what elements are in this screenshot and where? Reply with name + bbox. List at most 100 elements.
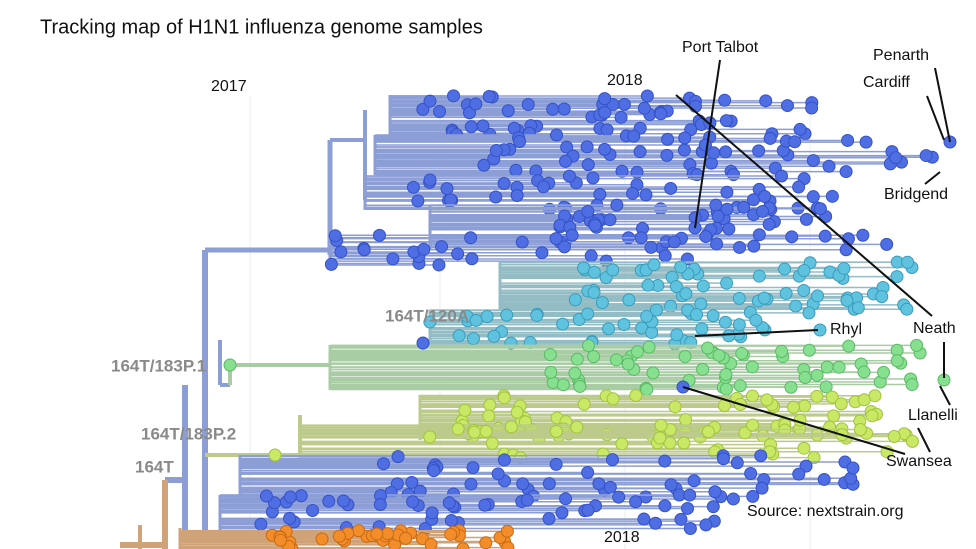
sample-dot [841, 133, 855, 147]
sample-dot [653, 431, 667, 445]
sample-dot [818, 229, 832, 243]
sample-dot [444, 527, 458, 541]
sample-dot [797, 284, 811, 298]
sample-dot [658, 499, 672, 513]
sample-dot [706, 309, 720, 323]
sample-dot [730, 456, 744, 470]
sample-dot [839, 165, 853, 179]
sample-dot [646, 366, 660, 380]
sample-dot [447, 89, 461, 103]
sample-dot [639, 188, 653, 202]
sample-dot [856, 228, 870, 242]
sample-dot [466, 461, 480, 475]
sample-dot [465, 252, 479, 266]
sample-dot [586, 171, 600, 185]
sample-dot [544, 365, 558, 379]
sample-dot [810, 289, 824, 303]
sample-dot [587, 286, 601, 300]
sample-dot [556, 378, 570, 392]
sample-dot [390, 477, 404, 491]
sample-dot [719, 145, 733, 159]
sample-dot [792, 180, 806, 194]
sample-dot [859, 135, 873, 149]
sample-dot [602, 322, 616, 336]
sample-dot [762, 217, 776, 231]
sample-dot [810, 368, 824, 382]
sample-dot [424, 537, 438, 549]
sample-dot [259, 489, 273, 503]
sample-dot [706, 500, 720, 514]
sample-dot [487, 329, 501, 343]
sample-dot [786, 400, 800, 414]
sample-dot [570, 352, 584, 366]
leader-lines [675, 59, 951, 455]
sample-dot [464, 231, 478, 245]
sample-dot [701, 425, 715, 439]
sample-dot [543, 348, 557, 362]
sample-dot [542, 512, 556, 526]
sample-dot [324, 257, 338, 271]
time-label: 2018 [604, 529, 640, 546]
sample-dot [799, 459, 813, 473]
sample-dot [660, 148, 674, 162]
sample-dot [549, 232, 563, 246]
sample-dot [758, 189, 772, 203]
sample-dot [744, 466, 758, 480]
sample-dot [647, 258, 661, 272]
sample-dot [587, 350, 601, 364]
location-label: Llanelli [908, 407, 958, 424]
sample-dot [491, 467, 505, 481]
sample-dot [746, 489, 760, 503]
sample-dot [654, 418, 668, 432]
sample-dot [617, 317, 631, 331]
sample-dot [806, 154, 820, 168]
sample-dot [336, 494, 350, 508]
sample-dot [405, 475, 419, 489]
sample-dot [482, 409, 496, 423]
clade-label: 164T/183P.1 [111, 356, 206, 375]
sample-dot [622, 293, 636, 307]
sample-dot [464, 477, 478, 491]
sample-dot [679, 413, 693, 427]
sample-dot [802, 306, 816, 320]
sample-dot [254, 517, 268, 531]
sample-dot [799, 212, 813, 226]
sample-dot [634, 231, 648, 245]
sample-dot [584, 249, 598, 263]
sample-dot [536, 180, 550, 194]
sample-dot [603, 480, 617, 494]
sample-dot [865, 409, 879, 423]
sample-dot [479, 424, 493, 438]
sample-dot [223, 358, 237, 372]
sample-dot [283, 490, 297, 504]
sample-dot [877, 365, 891, 379]
sample-dot [557, 102, 571, 116]
sample-dot [640, 309, 654, 323]
sample-dot [658, 249, 672, 263]
sample-dot [497, 453, 511, 467]
sample-dot [905, 434, 919, 448]
sample-dot [476, 119, 490, 133]
sample-dot [516, 477, 530, 491]
sample-dot [520, 493, 534, 507]
sample-dot [718, 93, 732, 107]
sample-dot [807, 451, 821, 465]
sample-dot [797, 263, 811, 277]
location-label: Cardiff [863, 74, 910, 91]
sample-dot [670, 328, 684, 342]
sample-dot [482, 89, 496, 103]
sample-dot [759, 94, 773, 108]
location-label: Bridgend [884, 186, 948, 203]
sample-dot [678, 350, 692, 364]
sample-dot [598, 142, 612, 156]
sample-dot [451, 247, 465, 261]
sample-dot [626, 186, 640, 200]
sample-dot [593, 187, 607, 201]
sample-dot [637, 101, 651, 115]
sample-dot [469, 97, 483, 111]
location-label: Swansea [886, 453, 952, 470]
sample-dot [423, 315, 437, 329]
sample-dot [649, 303, 663, 317]
sample-dot [905, 378, 919, 392]
sample-dot [556, 317, 570, 331]
